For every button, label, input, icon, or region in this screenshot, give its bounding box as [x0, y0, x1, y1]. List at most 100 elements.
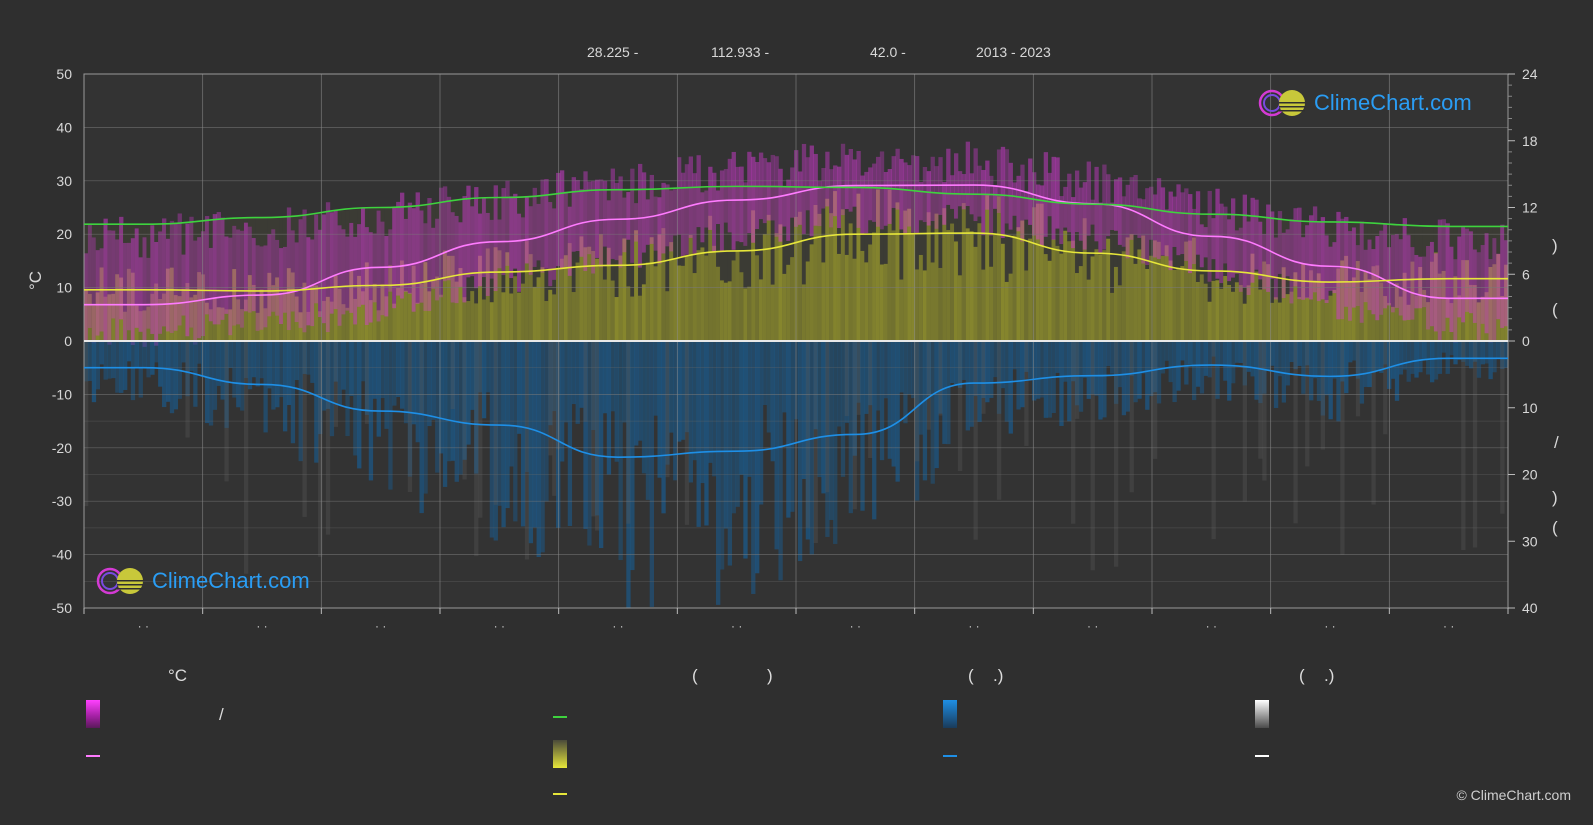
daylight-bar [520, 195, 526, 341]
precipitation-bar [840, 341, 846, 477]
temperature-range-bar [883, 171, 889, 226]
daylight-bar [1074, 202, 1080, 341]
precipitation-bar [602, 341, 608, 414]
sunshine-bar [989, 266, 994, 341]
precipitation-bar [872, 341, 877, 520]
temperature-range-bar [1133, 174, 1138, 236]
daylight-bar [138, 224, 143, 341]
sunshine-bar [1032, 207, 1037, 341]
temperature-range-bar [770, 154, 775, 221]
temperature-range-bar [177, 213, 182, 326]
temperature-range-bar [614, 182, 619, 261]
temperature-range-bar [1043, 152, 1049, 237]
temperature-range-bar [1047, 172, 1052, 217]
temperature-range-bar [458, 222, 463, 287]
sunshine-bar [489, 302, 495, 341]
right-axis-top-label-close: ) [1552, 236, 1558, 255]
sunshine-bar [860, 250, 865, 341]
legend-sunshine-swatch [553, 740, 567, 768]
sunshine-bar [946, 230, 951, 341]
temperature-range-bar [524, 196, 530, 264]
precipitation-bar [208, 341, 214, 426]
temperature-range-bar [860, 175, 865, 234]
temperature-range-bar [423, 223, 428, 311]
month-tick-label: · · [968, 619, 979, 633]
precipitation-bar [446, 341, 452, 462]
daylight-bar [680, 187, 686, 341]
daylight-bar [236, 218, 241, 341]
daylight-bar [403, 205, 409, 341]
daylight-bar [1422, 225, 1427, 341]
temperature-range-bar [1191, 208, 1197, 265]
sunshine-bar [368, 300, 374, 341]
sunshine-bar [1164, 245, 1169, 341]
temperature-range-bar [298, 219, 303, 328]
precipitation-bar [723, 341, 729, 529]
precipitation-bar [189, 341, 194, 371]
precipitation-bar [1168, 341, 1173, 383]
precipitation-bar [575, 341, 580, 424]
temperature-range-bar [509, 196, 514, 279]
temperature-range-bar [532, 187, 537, 267]
sunshine-bar [587, 246, 592, 341]
precipitation-bar [275, 341, 280, 408]
precipitation-bar [938, 341, 943, 414]
temperature-range-bar [1383, 223, 1388, 309]
temperature-range-bar [1188, 194, 1193, 274]
precipitation-bar [481, 341, 487, 419]
snow-bar [407, 341, 413, 493]
temperature-range-bar [965, 141, 971, 207]
header-latitude: 28.225 - [587, 44, 639, 60]
precipitation-bar [848, 341, 853, 514]
temperature-range-bar [993, 184, 998, 209]
daylight-bar [1398, 224, 1404, 341]
sunshine-bar [318, 311, 323, 341]
temperature-range-bar [1273, 237, 1279, 300]
snow-bar [556, 341, 561, 450]
precipitation-bar [462, 341, 467, 460]
sunshine-bar [1445, 297, 1450, 341]
daylight-bar [353, 209, 358, 341]
sunshine-bar [87, 293, 93, 341]
daylight-bar [146, 223, 151, 341]
temperature-range-bar [314, 214, 319, 304]
precipitation-bar [1219, 341, 1224, 365]
sunshine-bar [965, 228, 971, 341]
precipitation-bar [1227, 341, 1232, 401]
sunshine-bar [353, 298, 358, 341]
sunshine-bar [470, 291, 475, 341]
sunshine-bar [1504, 264, 1509, 341]
precipitation-bar [1383, 341, 1388, 365]
legend-daylight-swatch [553, 716, 567, 718]
sunshine-bar [1250, 253, 1255, 341]
precipitation-bar [954, 341, 959, 385]
snow-bar [84, 341, 89, 507]
temperature-range-bar [692, 173, 697, 254]
sunshine-bar [563, 255, 569, 341]
precipitation-bar [228, 341, 233, 368]
daylight-bar [228, 219, 233, 341]
sunshine-bar [938, 267, 943, 341]
temperature-range-bar [813, 153, 818, 226]
sunshine-bar [833, 191, 838, 341]
precipitation-bar [1082, 341, 1088, 378]
sunshine-bar [719, 280, 725, 341]
precipitation-bar [1453, 341, 1458, 365]
precipitation-bar [1160, 341, 1166, 374]
temperature-range-bar [466, 185, 471, 278]
temperature-range-bar [396, 201, 401, 296]
sunshine-bar [637, 295, 643, 341]
temperature-range-bar [1453, 259, 1458, 344]
temperature-range-bar [1496, 253, 1501, 320]
precipitation-bar [407, 341, 413, 477]
daylight-bar [1246, 216, 1251, 341]
sunshine-bar [162, 293, 167, 341]
temperature-range-bar [1305, 225, 1310, 299]
daylight-bar [470, 199, 475, 341]
temperature-range-bar [216, 212, 221, 325]
precipitation-bar [922, 341, 928, 481]
temperature-range-bar [407, 202, 413, 294]
daylight-bar [1480, 226, 1485, 341]
precipitation-bar [1340, 341, 1345, 382]
sunshine-bar [1418, 266, 1423, 341]
